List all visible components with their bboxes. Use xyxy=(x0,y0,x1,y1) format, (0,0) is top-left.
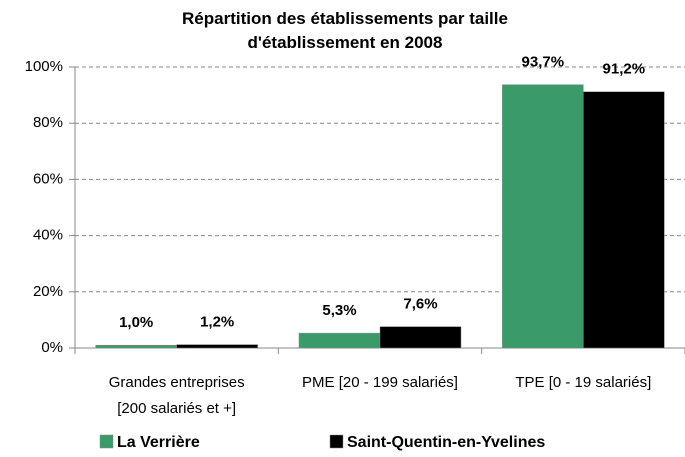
legend-swatch xyxy=(99,434,114,449)
x-tick-label: PME [20 - 199 salariés] xyxy=(302,374,458,391)
bar xyxy=(95,344,177,349)
chart-title: Répartition des établissements par taill… xyxy=(182,9,508,52)
bar xyxy=(176,344,258,349)
value-label: 1,2% xyxy=(200,314,234,331)
bar xyxy=(583,91,665,349)
value-label: 93,7% xyxy=(522,54,565,71)
y-tick-label: 0% xyxy=(41,339,63,356)
legend-label: La Verrière xyxy=(117,434,200,451)
value-label: 5,3% xyxy=(322,302,356,319)
value-label: 7,6% xyxy=(403,296,437,313)
y-tick-label: 60% xyxy=(33,170,63,187)
x-tick-label: TPE [0 - 19 salariés] xyxy=(515,374,651,391)
value-label: 91,2% xyxy=(603,61,646,78)
bar xyxy=(502,84,584,349)
legend-swatch xyxy=(329,434,344,449)
y-tick-label: 80% xyxy=(33,114,63,131)
x-tick-label: Grandes entreprises [200 salariés et +] xyxy=(109,374,245,417)
y-tick-label: 100% xyxy=(25,58,63,75)
bar xyxy=(298,332,381,349)
y-tick-label: 20% xyxy=(33,283,63,300)
value-label: 1,0% xyxy=(119,314,153,331)
y-tick-label: 40% xyxy=(33,227,63,244)
bar xyxy=(379,326,462,349)
legend-label: Saint-Quentin-en-Yvelines xyxy=(347,434,545,451)
